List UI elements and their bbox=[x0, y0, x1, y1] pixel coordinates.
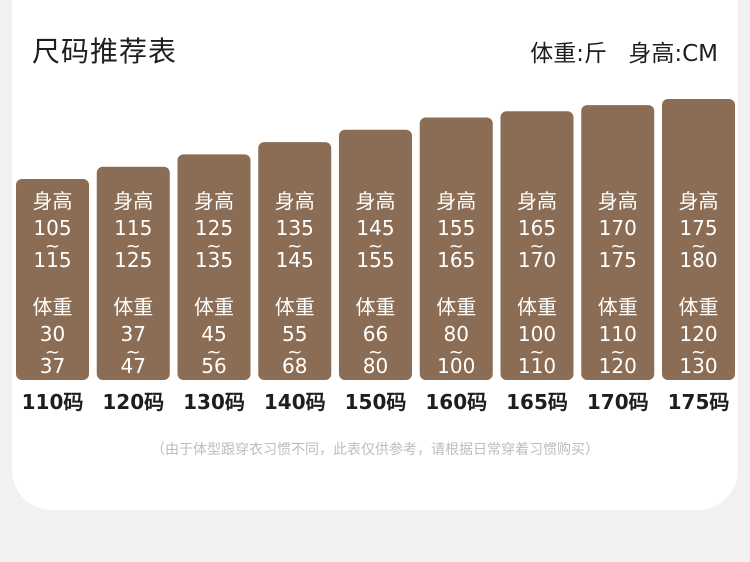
height-heading-08: 身高 bbox=[598, 189, 638, 213]
height-heading-07: 身高 bbox=[517, 189, 557, 213]
size-bar-04 bbox=[258, 142, 332, 380]
weight-heading-05: 体重 bbox=[356, 295, 396, 319]
height-max-04: 145 bbox=[276, 248, 314, 272]
height-tilde-02: ~ bbox=[126, 236, 141, 257]
size-label-08: 170码 bbox=[587, 390, 649, 414]
height-tilde-03: ~ bbox=[206, 236, 221, 257]
height-min-03: 125 bbox=[195, 216, 233, 240]
size-bar-03 bbox=[177, 154, 251, 380]
weight-tilde-01: ~ bbox=[45, 342, 60, 363]
weight-max-02: 47 bbox=[121, 354, 146, 378]
weight-heading-07: 体重 bbox=[517, 295, 557, 319]
weight-max-05: 80 bbox=[363, 354, 388, 378]
weight-tilde-07: ~ bbox=[529, 342, 544, 363]
height-max-01: 115 bbox=[33, 248, 71, 272]
size-label-06: 160码 bbox=[425, 390, 487, 414]
height-tilde-01: ~ bbox=[45, 236, 60, 257]
weight-tilde-03: ~ bbox=[206, 342, 221, 363]
height-min-05: 145 bbox=[356, 216, 394, 240]
weight-min-09: 120 bbox=[679, 322, 717, 346]
height-max-05: 155 bbox=[356, 248, 394, 272]
size-bar-06 bbox=[419, 117, 493, 380]
weight-min-02: 37 bbox=[121, 322, 146, 346]
height-max-03: 135 bbox=[195, 248, 233, 272]
weight-max-09: 130 bbox=[679, 354, 717, 378]
height-min-06: 155 bbox=[437, 216, 475, 240]
size-label-02: 120码 bbox=[102, 390, 164, 414]
weight-max-06: 100 bbox=[437, 354, 475, 378]
height-min-04: 135 bbox=[276, 216, 314, 240]
height-heading-01: 身高 bbox=[33, 189, 73, 213]
page-title: 尺码推荐表 bbox=[32, 35, 178, 68]
height-tilde-08: ~ bbox=[610, 236, 625, 257]
height-heading-02: 身高 bbox=[113, 189, 153, 213]
weight-min-05: 66 bbox=[363, 322, 388, 346]
weight-heading-03: 体重 bbox=[194, 295, 234, 319]
size-bar-09 bbox=[662, 99, 735, 380]
disclaimer-note: （由于体型跟穿衣习惯不同，此表仅供参考，请根据日常穿着习惯购买） bbox=[151, 442, 599, 458]
weight-heading-08: 体重 bbox=[598, 295, 638, 319]
weight-heading-06: 体重 bbox=[436, 295, 476, 319]
weight-tilde-05: ~ bbox=[368, 342, 383, 363]
weight-tilde-02: ~ bbox=[126, 342, 141, 363]
height-heading-05: 身高 bbox=[356, 189, 396, 213]
weight-max-01: 37 bbox=[40, 354, 65, 378]
weight-min-01: 30 bbox=[40, 322, 65, 346]
weight-tilde-04: ~ bbox=[287, 342, 302, 363]
weight-max-04: 68 bbox=[282, 354, 307, 378]
size-bar-chart: 身高105~115体重30~37110码身高115~125体重37~47120码… bbox=[16, 99, 735, 414]
height-max-02: 125 bbox=[114, 248, 152, 272]
weight-min-04: 55 bbox=[282, 322, 307, 346]
weight-min-06: 80 bbox=[444, 322, 469, 346]
height-heading-09: 身高 bbox=[679, 189, 719, 213]
weight-heading-09: 体重 bbox=[679, 295, 719, 319]
height-heading-04: 身高 bbox=[275, 189, 315, 213]
height-tilde-04: ~ bbox=[287, 236, 302, 257]
height-min-07: 165 bbox=[518, 216, 556, 240]
weight-unit-label: 体重:斤 bbox=[530, 41, 608, 67]
height-tilde-07: ~ bbox=[529, 236, 544, 257]
size-label-03: 130码 bbox=[183, 390, 245, 414]
height-max-08: 175 bbox=[599, 248, 637, 272]
size-bar-08 bbox=[581, 105, 655, 381]
unit-legend: 体重:斤 身高:CM bbox=[516, 34, 718, 68]
weight-tilde-06: ~ bbox=[449, 342, 464, 363]
size-bar-05 bbox=[339, 129, 412, 380]
size-bar-02 bbox=[96, 166, 170, 380]
weight-max-03: 56 bbox=[201, 354, 226, 378]
height-tilde-06: ~ bbox=[449, 236, 464, 257]
weight-max-07: 110 bbox=[518, 354, 556, 378]
weight-heading-01: 体重 bbox=[33, 295, 73, 319]
size-label-07: 165码 bbox=[506, 390, 568, 414]
weight-min-08: 110 bbox=[599, 322, 637, 346]
height-min-01: 105 bbox=[33, 216, 71, 240]
size-label-04: 140码 bbox=[264, 390, 326, 414]
size-bar-07 bbox=[500, 111, 574, 381]
height-min-02: 115 bbox=[114, 216, 152, 240]
weight-min-07: 100 bbox=[518, 322, 556, 346]
height-max-09: 180 bbox=[679, 248, 717, 272]
height-unit-label: 身高:CM bbox=[628, 41, 718, 67]
weight-min-03: 45 bbox=[201, 322, 226, 346]
height-max-06: 165 bbox=[437, 248, 475, 272]
weight-heading-02: 体重 bbox=[113, 295, 153, 319]
size-label-09: 175码 bbox=[668, 390, 730, 414]
height-tilde-05: ~ bbox=[368, 236, 383, 257]
height-min-08: 170 bbox=[599, 216, 637, 240]
weight-heading-04: 体重 bbox=[275, 295, 315, 319]
height-max-07: 170 bbox=[518, 248, 556, 272]
height-tilde-09: ~ bbox=[691, 236, 706, 257]
weight-max-08: 120 bbox=[599, 354, 637, 378]
weight-tilde-09: ~ bbox=[691, 342, 706, 363]
size-label-05: 150码 bbox=[345, 390, 407, 414]
height-min-09: 175 bbox=[679, 216, 717, 240]
size-bar-01 bbox=[16, 179, 89, 380]
height-heading-06: 身高 bbox=[436, 189, 476, 213]
size-label-01: 110码 bbox=[22, 390, 84, 414]
height-heading-03: 身高 bbox=[194, 189, 234, 213]
weight-tilde-08: ~ bbox=[610, 342, 625, 363]
